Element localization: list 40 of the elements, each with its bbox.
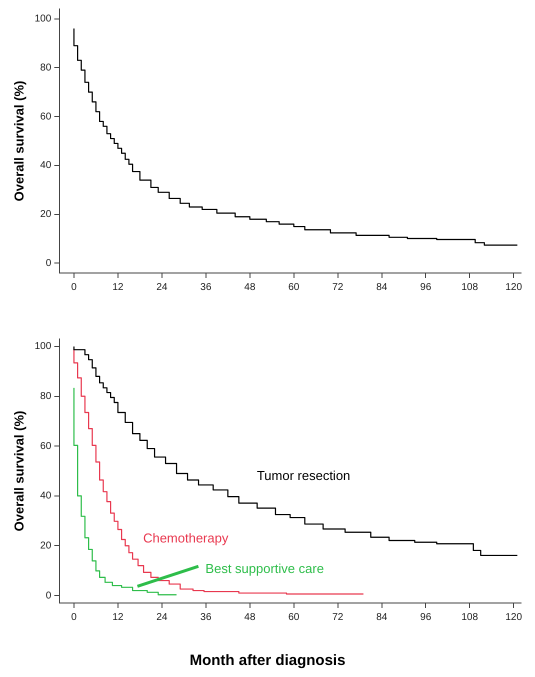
x-tick-label: 48 — [244, 282, 256, 293]
x-tick-label: 12 — [112, 282, 124, 293]
series-label: Chemotherapy — [143, 530, 229, 546]
x-tick-label: 48 — [244, 612, 256, 623]
y-tick-label: 40 — [40, 160, 52, 172]
y-tick-label: 20 — [40, 209, 52, 220]
x-tick-label: 24 — [156, 612, 168, 623]
legend-label: Best supportive care — [205, 560, 324, 576]
y-tick-label: 0 — [46, 258, 52, 269]
x-tick-label: 120 — [505, 282, 522, 293]
x-tick-label: 36 — [200, 282, 212, 293]
y-tick-label: 80 — [40, 62, 52, 74]
y-tick-label: 60 — [40, 440, 52, 452]
series-label: Tumor resection — [256, 468, 350, 484]
x-tick-label: 72 — [332, 612, 344, 623]
x-tick-label: 120 — [505, 612, 522, 623]
x-tick-label: 108 — [461, 282, 478, 293]
x-tick-label: 0 — [71, 282, 78, 293]
x-tick-label: 108 — [461, 612, 478, 623]
x-tick-label: 84 — [376, 282, 388, 293]
y-tick-label: 20 — [40, 540, 52, 552]
y-tick-label: 60 — [40, 111, 52, 122]
x-tick-label: 0 — [71, 612, 78, 623]
x-tick-label: 72 — [332, 282, 344, 293]
x-tick-label: 36 — [200, 612, 212, 623]
y-tick-label: 40 — [40, 490, 52, 502]
x-tick-label: 24 — [156, 282, 168, 293]
x-tick-label: 60 — [288, 612, 300, 623]
x-axis-title: Month after diagnosis — [188, 652, 346, 669]
y-tick-label: 80 — [40, 391, 52, 402]
x-tick-label: 84 — [376, 612, 388, 623]
y-tick-label: 100 — [34, 341, 52, 352]
x-tick-label: 60 — [288, 282, 300, 293]
x-tick-label: 96 — [420, 282, 432, 293]
y-axis-title: Overall survival (%) — [11, 80, 26, 202]
y-tick-label: 100 — [34, 14, 52, 25]
x-tick-label: 12 — [112, 612, 124, 623]
x-tick-label: 96 — [420, 612, 432, 623]
y-axis-title: Overall survival (%) — [11, 410, 26, 532]
y-tick-label: 0 — [46, 590, 52, 602]
